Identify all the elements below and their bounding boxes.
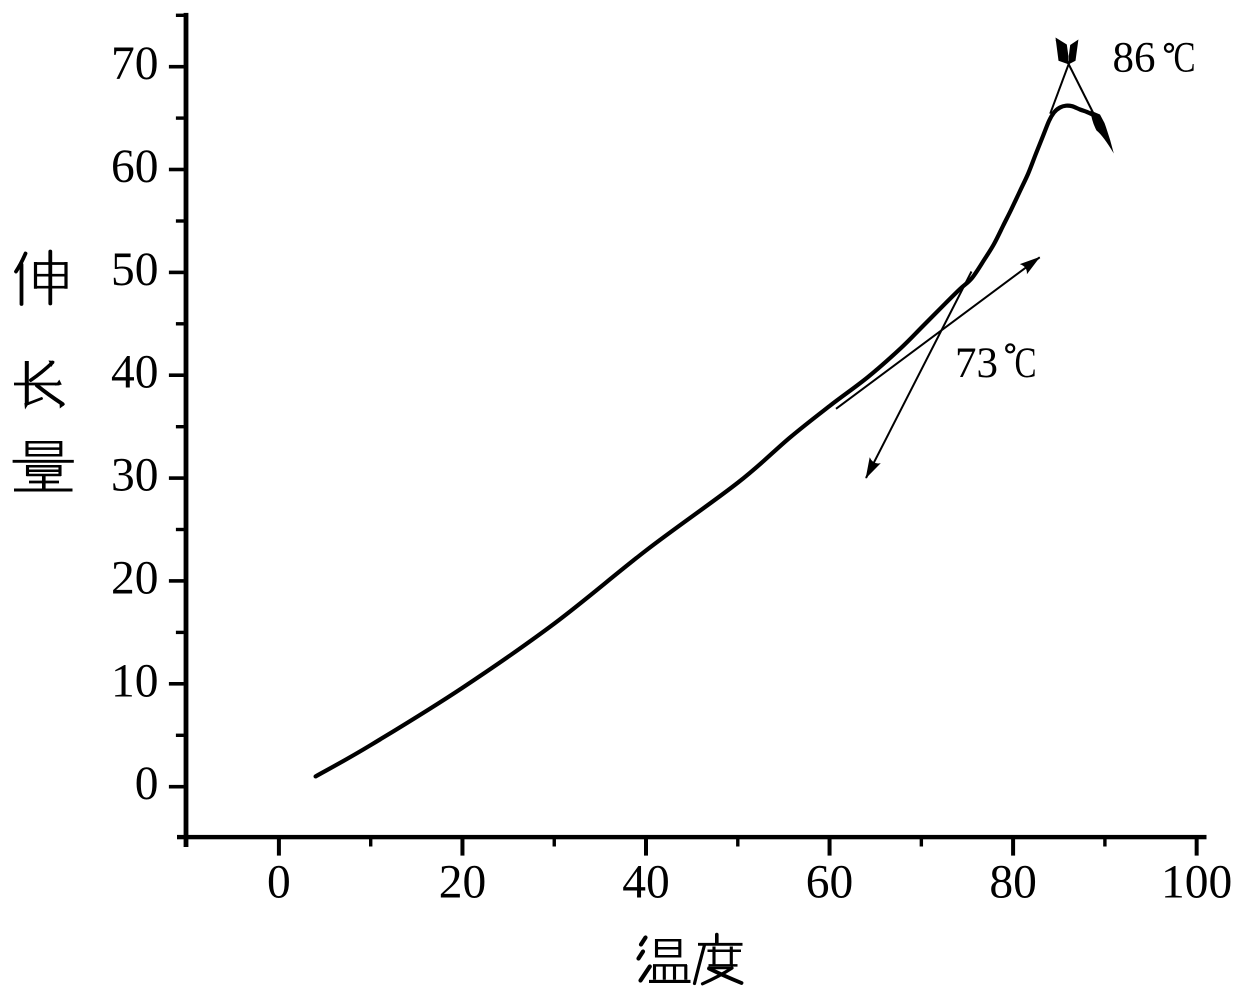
svg-text:70: 70 (111, 38, 159, 90)
svg-text:60: 60 (806, 856, 854, 908)
svg-text:30: 30 (111, 450, 159, 502)
svg-text:50: 50 (111, 244, 159, 296)
svg-text:73: 73 (955, 340, 998, 387)
svg-text:86: 86 (1113, 35, 1156, 82)
svg-text:40: 40 (111, 347, 159, 399)
svg-text:40: 40 (622, 856, 670, 908)
svg-text:20: 20 (111, 552, 159, 604)
svg-text:20: 20 (439, 856, 487, 908)
svg-text:10: 10 (111, 655, 159, 707)
svg-text:0: 0 (267, 856, 291, 908)
svg-text:C: C (1174, 35, 1196, 82)
svg-text:C: C (1015, 340, 1037, 387)
svg-text:60: 60 (111, 141, 159, 193)
svg-text:0: 0 (135, 758, 159, 810)
svg-text:80: 80 (989, 856, 1037, 908)
svg-text:100: 100 (1161, 856, 1232, 908)
